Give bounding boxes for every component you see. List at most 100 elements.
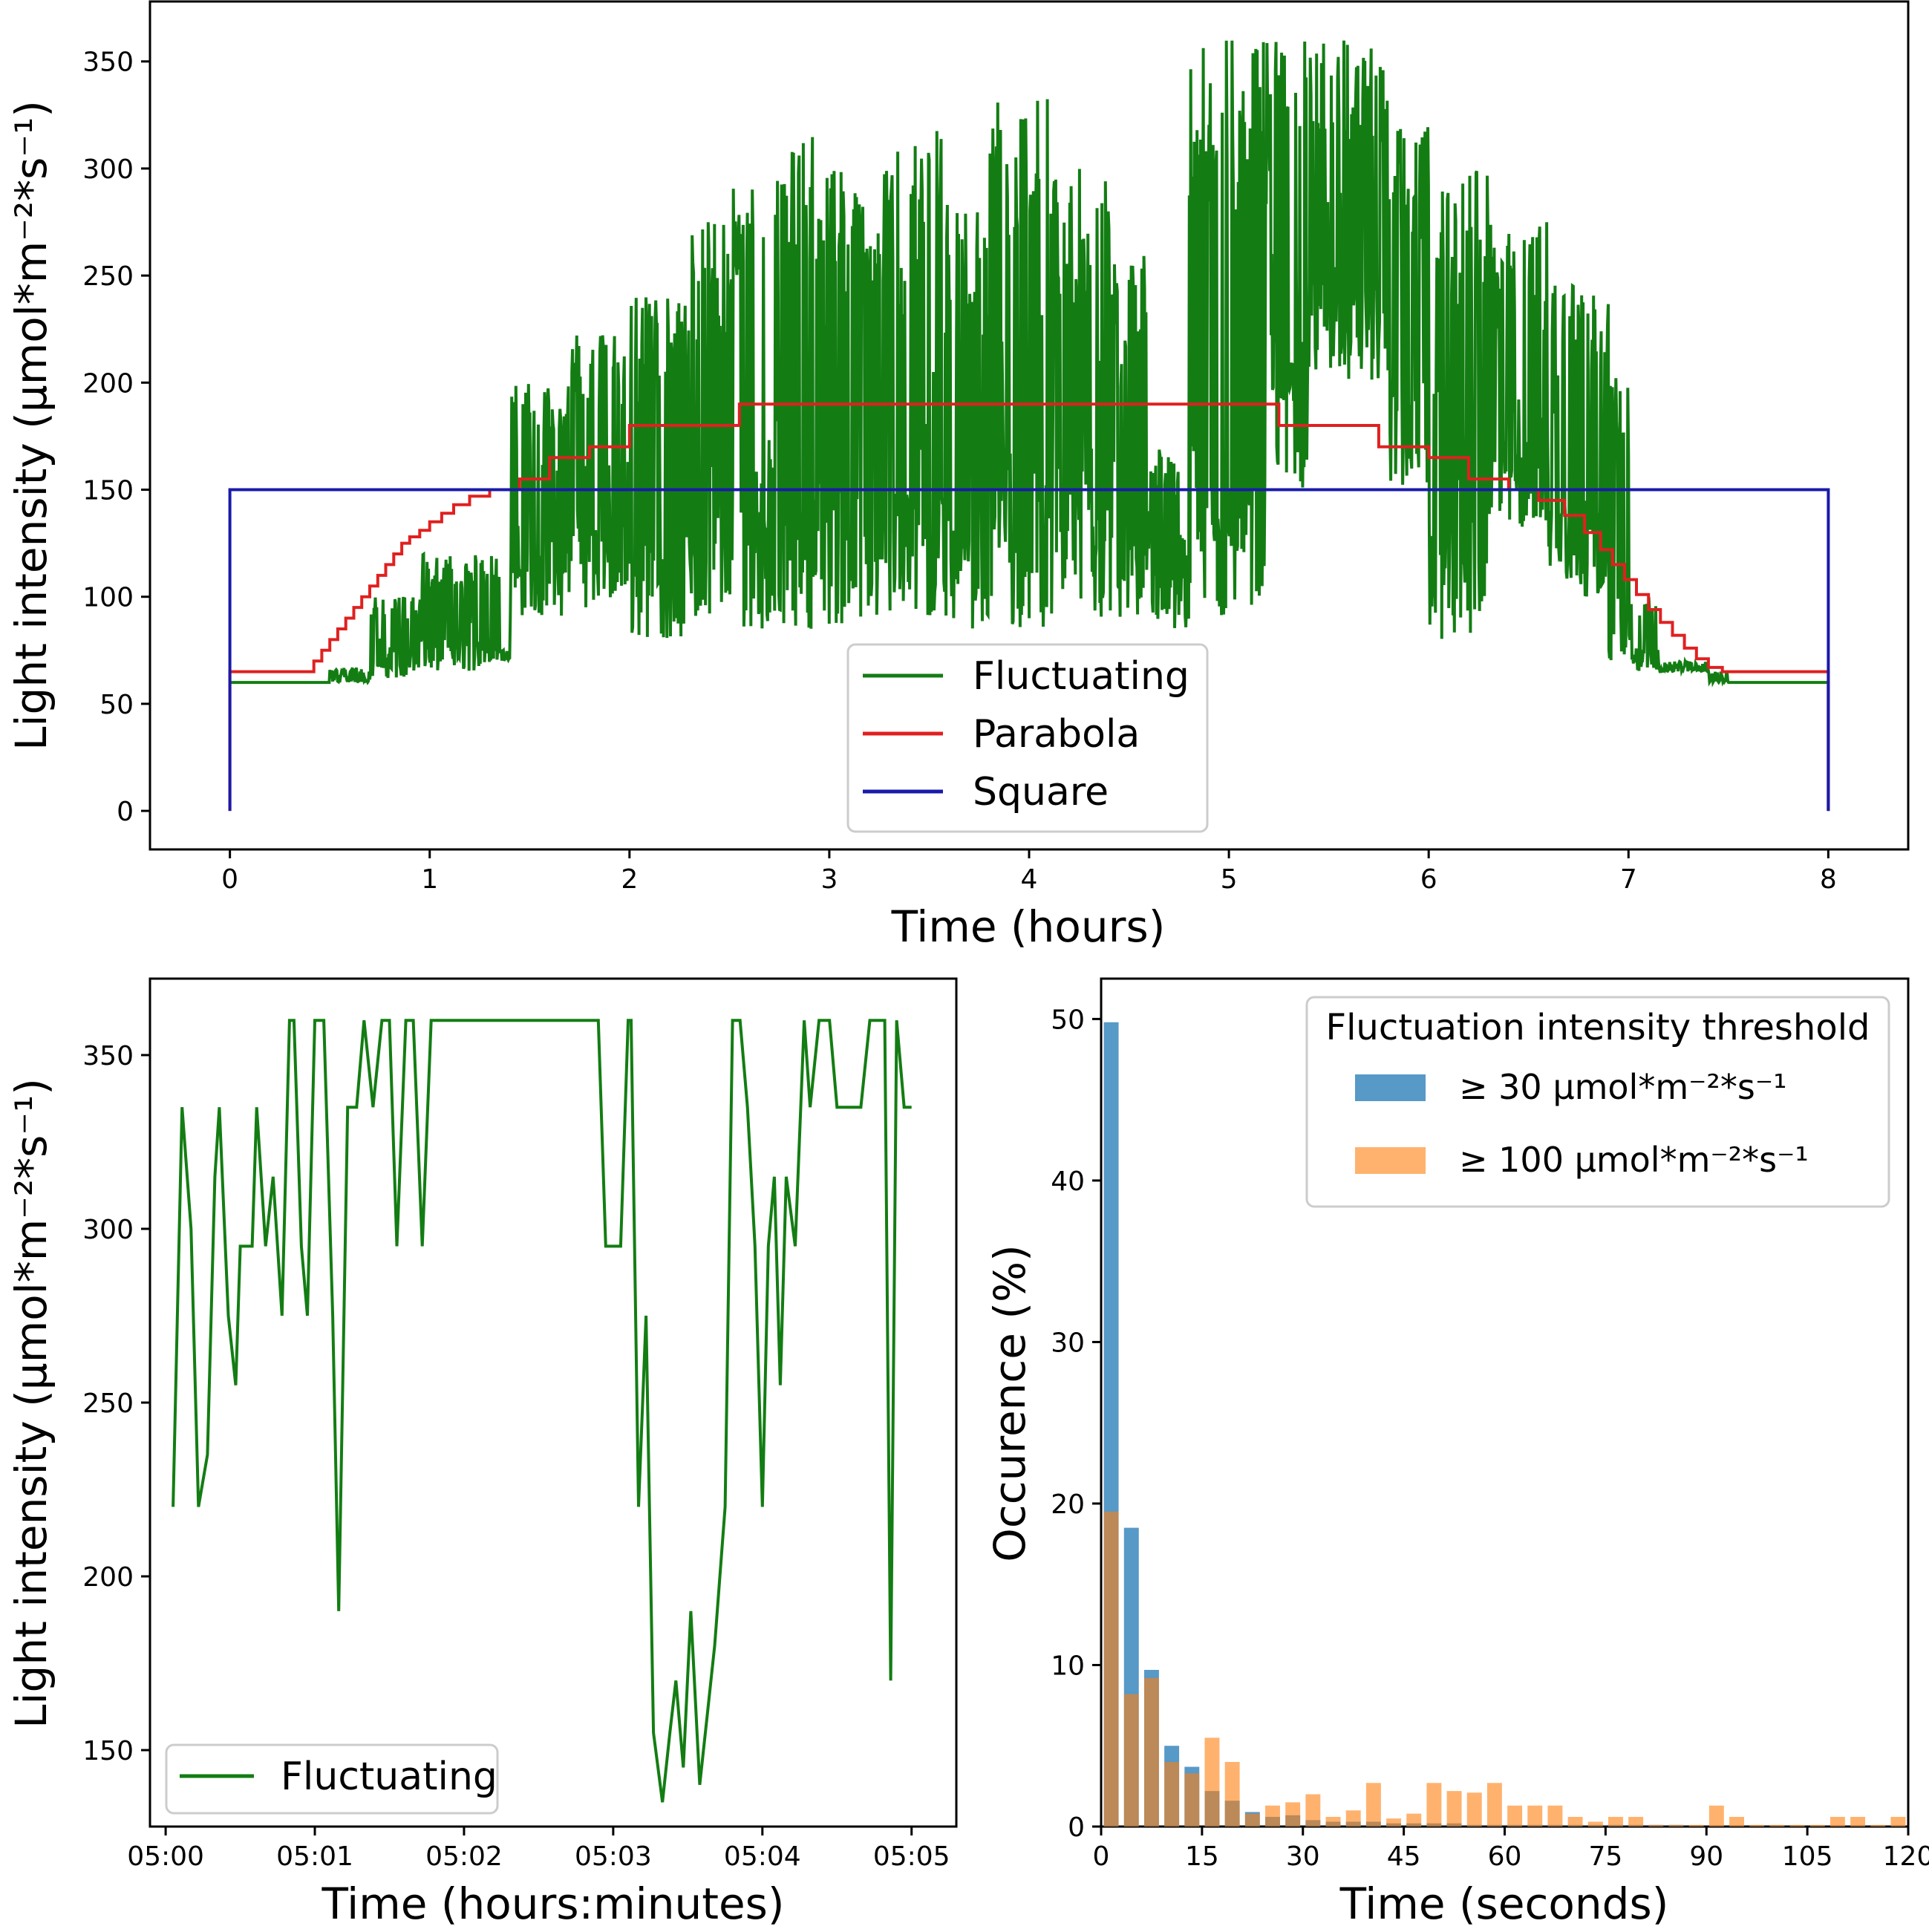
br-legend-swatch-100	[1355, 1147, 1426, 1174]
top-line-parabola	[228, 402, 1830, 812]
br-bar-100	[1265, 1805, 1280, 1827]
top-line-square	[228, 488, 1830, 812]
br-y-tick-label: 10	[1051, 1651, 1085, 1681]
br-x-axis-label: Time (seconds)	[1339, 1879, 1669, 1929]
bl-series-group	[172, 1019, 912, 1803]
bl-legend-label-fluctuating: Fluctuating	[281, 1755, 497, 1799]
br-bar-100	[1224, 1761, 1240, 1827]
top-legend: Fluctuating Parabola Square	[846, 643, 1209, 833]
bl-x-tick-label: 05:05	[873, 1841, 950, 1872]
br-bar-100	[1507, 1805, 1523, 1827]
bl-y-tick-label: 350	[82, 1041, 134, 1071]
top-x-tick-label: 6	[1420, 864, 1437, 895]
br-x-tick-label: 105	[1782, 1841, 1833, 1872]
br-bar-100	[1547, 1805, 1563, 1827]
br-bar-100	[1466, 1792, 1482, 1827]
br-bar-100	[1648, 1824, 1664, 1827]
br-bar-100	[1103, 1511, 1119, 1827]
bl-x-tick-label: 05:00	[127, 1841, 204, 1872]
br-bar-100	[1143, 1677, 1159, 1827]
br-bar-100	[1527, 1805, 1543, 1827]
top-y-tick-label: 250	[82, 261, 134, 292]
br-bar-100	[1870, 1824, 1886, 1827]
br-legend: Fluctuation intensity threshold ≥ 30 μmo…	[1305, 996, 1890, 1208]
top-x-tick-label: 0	[221, 864, 238, 895]
br-axis-ticks: 0 15 30 45 60 75 90 105 120 0 10 20 30 40 50	[1051, 1005, 1929, 1872]
br-x-tick-label: 90	[1689, 1841, 1723, 1872]
top-y-axis-label: Light intensity (μmol*m⁻²*s⁻¹)	[6, 100, 56, 751]
br-bar-100	[1164, 1761, 1180, 1827]
top-y-tick-label: 0	[117, 797, 134, 827]
br-bar-100	[1769, 1824, 1785, 1827]
bottom-right-chart: 0 15 30 45 60 75 90 105 120 0 10 20 30 40 50 Time (sec…	[985, 977, 1929, 1929]
br-bar-100	[1123, 1694, 1139, 1827]
br-bar-100	[1345, 1810, 1361, 1827]
top-x-tick-label: 5	[1221, 864, 1238, 895]
top-legend-label-square: Square	[973, 770, 1109, 815]
bl-legend-box	[165, 1743, 499, 1815]
br-legend-title: Fluctuation intensity threshold	[1325, 1007, 1870, 1048]
br-bar-100	[1587, 1821, 1603, 1827]
br-y-tick-label: 40	[1051, 1166, 1085, 1197]
bl-y-tick-label: 150	[82, 1736, 134, 1766]
top-y-tick-label: 100	[82, 583, 134, 613]
br-bar-100	[1830, 1816, 1845, 1827]
bl-x-tick-label: 05:01	[276, 1841, 353, 1872]
br-bar-100	[1386, 1818, 1402, 1827]
br-y-tick-label: 0	[1068, 1812, 1085, 1843]
top-y-tick-label: 350	[82, 48, 134, 78]
top-x-tick-label: 4	[1021, 864, 1038, 895]
bottom-left-chart: 05:00 05:01 05:02 05:03 05:04 05:05 150 200 250 3…	[6, 977, 958, 1929]
br-bar-100	[1708, 1805, 1724, 1827]
br-x-tick-label: 0	[1093, 1841, 1110, 1872]
br-bar-100	[1184, 1773, 1200, 1827]
top-x-tick-label: 8	[1820, 864, 1837, 895]
br-bar-100	[1729, 1816, 1744, 1827]
br-x-tick-label: 60	[1488, 1841, 1522, 1872]
br-bar-100	[1244, 1813, 1260, 1827]
bl-y-tick-label: 250	[82, 1388, 134, 1419]
br-bar-100	[1285, 1802, 1301, 1827]
top-line-fluctuating	[229, 40, 1830, 812]
br-bar-100	[1809, 1824, 1825, 1827]
br-bar-100	[1749, 1824, 1765, 1827]
br-bar-100	[1446, 1791, 1462, 1827]
top-y-tick-label: 300	[82, 154, 134, 185]
br-bar-100	[1204, 1737, 1220, 1827]
bl-line-fluctuating	[172, 1019, 912, 1803]
bl-legend: Fluctuating	[165, 1743, 499, 1815]
br-bar-100	[1325, 1816, 1341, 1827]
br-bar-100	[1608, 1816, 1623, 1827]
br-legend-label-100: ≥ 100 μmol*m⁻²*s⁻¹	[1459, 1140, 1809, 1180]
bl-y-tick-label: 300	[82, 1215, 134, 1245]
br-y-axis-label: Occurence (%)	[985, 1244, 1035, 1562]
br-x-tick-label: 30	[1286, 1841, 1320, 1872]
br-legend-label-30: ≥ 30 μmol*m⁻²*s⁻¹	[1459, 1067, 1787, 1107]
top-y-tick-label: 50	[99, 690, 134, 720]
top-legend-label-parabola: Parabola	[973, 712, 1140, 757]
top-legend-box	[846, 643, 1209, 833]
br-series-group	[1103, 1022, 1906, 1827]
br-legend-box	[1305, 996, 1890, 1208]
top-x-tick-label: 2	[621, 864, 638, 895]
br-bar-100	[1890, 1816, 1906, 1827]
br-y-tick-label: 50	[1051, 1005, 1085, 1035]
br-bar-100	[1486, 1783, 1502, 1827]
br-x-tick-label: 120	[1883, 1841, 1929, 1872]
bl-axis-ticks: 05:00 05:01 05:02 05:03 05:04 05:05 150 200 250 3…	[82, 1041, 950, 1872]
br-y-tick-label: 30	[1051, 1328, 1085, 1358]
top-x-tick-label: 3	[820, 864, 838, 895]
top-chart: 0 1 2 3 4 5 6 7 8 0 50 100 150 200 250 300 350 Time (hou…	[6, 0, 1910, 952]
br-bar-100	[1567, 1816, 1583, 1827]
top-legend-label-fluctuating: Fluctuating	[973, 654, 1189, 699]
bl-x-tick-label: 05:04	[724, 1841, 801, 1872]
br-bar-100	[1406, 1813, 1422, 1827]
br-bar-100	[1426, 1783, 1442, 1827]
bl-y-axis-label: Light intensity (μmol*m⁻²*s⁻¹)	[6, 1078, 56, 1729]
top-series-group	[228, 40, 1830, 812]
top-y-tick-label: 200	[82, 368, 134, 399]
br-y-tick-label: 20	[1051, 1489, 1085, 1520]
bl-plot-frame	[148, 977, 958, 1828]
br-bar-100	[1668, 1824, 1684, 1827]
br-bar-100	[1305, 1794, 1321, 1827]
